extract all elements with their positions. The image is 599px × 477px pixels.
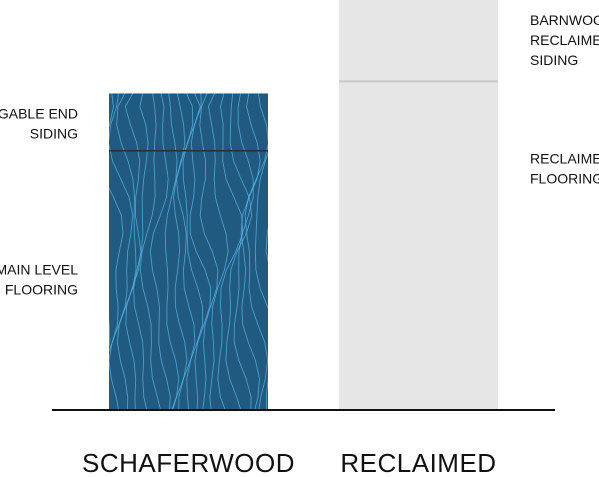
segment-label-line: RECLAIMED (530, 150, 599, 166)
segment-label-line: BARNWOOD (530, 12, 599, 28)
grain-line (233, 93, 254, 411)
grain-line (109, 93, 124, 352)
segment-label-line: SIDING (30, 125, 78, 141)
segment-label-line: FLOORING (5, 282, 78, 298)
grain-line (139, 93, 161, 411)
segment-label: RECLAIMED FLOORING (530, 150, 599, 186)
grain-line (172, 93, 188, 411)
grain-line (217, 93, 244, 411)
grain-line (199, 93, 219, 411)
bars-layer (109, 0, 498, 411)
segment-label-line: GABLE END (0, 105, 78, 121)
wood-grain-texture (109, 93, 268, 411)
grain-line (207, 93, 229, 411)
category-label: SCHAFERWOOD (82, 448, 295, 477)
category-label: RECLAIMED (340, 448, 496, 477)
grain-line (240, 93, 261, 411)
grain-line (254, 152, 268, 411)
grain-line (116, 93, 137, 411)
grain-line (189, 93, 212, 411)
grain-line (109, 318, 111, 348)
bar-body-reclaimed (339, 0, 498, 410)
bar-reclaimed (339, 0, 498, 410)
segment-label: BARNWOOD RECLAIMED SIDING (530, 12, 599, 68)
grain-line (225, 93, 253, 411)
grain-line (164, 93, 180, 411)
grain-line (124, 93, 142, 411)
grain-line (133, 93, 149, 411)
segment-label-line: MAIN LEVEL (0, 262, 78, 278)
grain-line (244, 93, 268, 411)
grain-line (149, 93, 171, 411)
segment-label: MAIN LEVEL FLOORING (0, 262, 78, 298)
segment-labels: MAIN LEVEL FLOORING GABLE END SIDING RECLAIM… (0, 12, 599, 298)
grain-line (109, 93, 134, 411)
segment-label: GABLE END SIDING (0, 105, 78, 141)
grain-line (265, 226, 268, 264)
bar-schaferwood (109, 93, 268, 411)
grain-line (182, 93, 204, 411)
category-labels: SCHAFERWOOD RECLAIMED (82, 448, 496, 477)
segment-label-line: SIDING (530, 52, 578, 68)
segment-label-line: RECLAIMED (530, 32, 599, 48)
segment-label-line: FLOORING (530, 170, 599, 186)
